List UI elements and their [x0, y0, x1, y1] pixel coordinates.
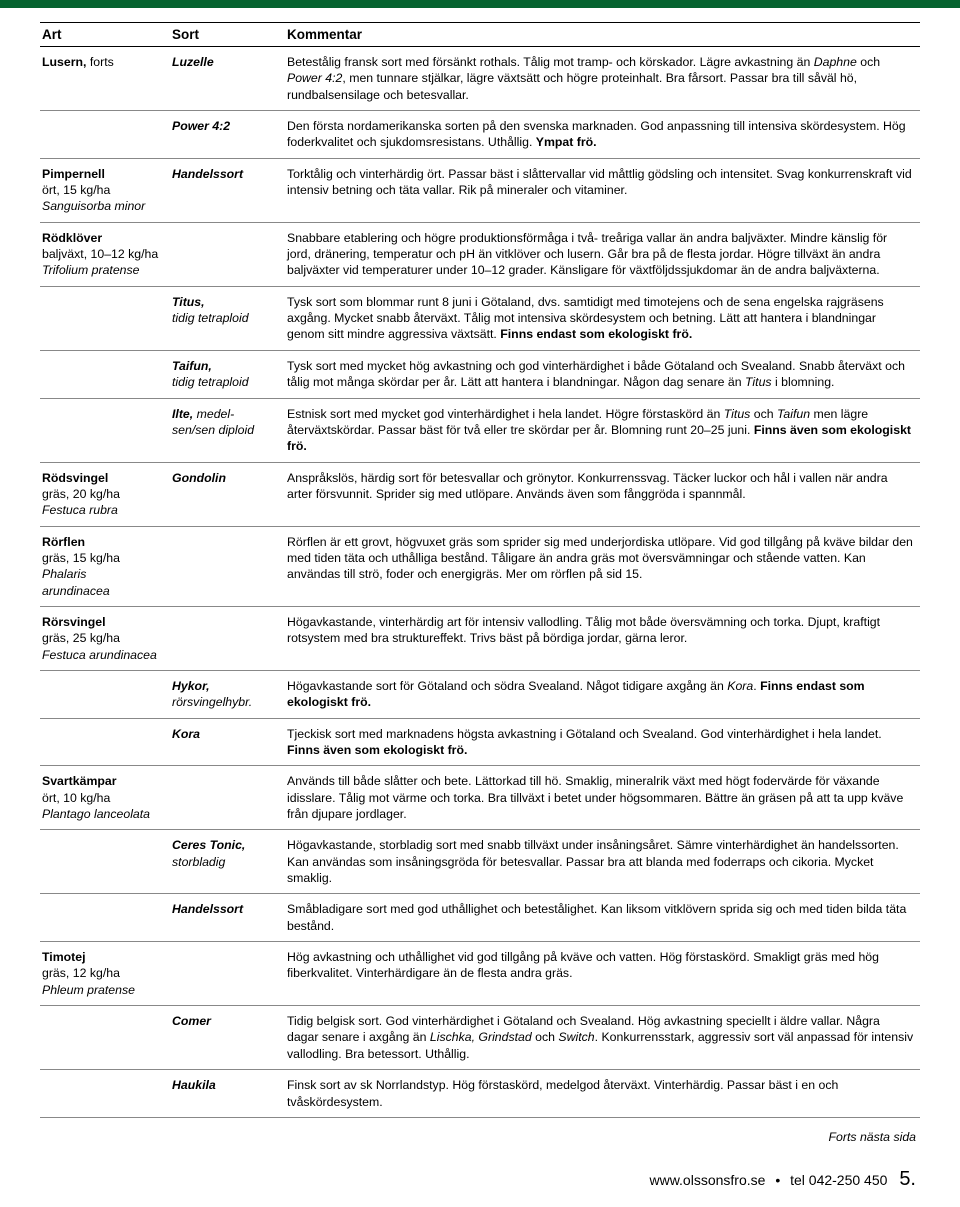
cell-kommentar: Högavkastande, storbladig sort med snabb… — [285, 830, 920, 894]
cell-kommentar: Betestålig fransk sort med försänkt roth… — [285, 47, 920, 111]
table-body: Lusern, fortsLuzelleBetestålig fransk so… — [40, 47, 920, 1118]
cell-kommentar: Tysk sort med mycket hög avkastning och … — [285, 350, 920, 398]
table-row: Ilte, medel-sen/sen diploidEstnisk sort … — [40, 398, 920, 462]
cell-kommentar: Småbladigare sort med god uthållighet oc… — [285, 894, 920, 942]
cell-sort: Handelssort — [170, 158, 285, 222]
cell-art — [40, 286, 170, 350]
col-art: Art — [40, 23, 170, 47]
cell-art — [40, 1006, 170, 1070]
cell-kommentar: Den första nordamerikanska sorten på den… — [285, 111, 920, 159]
cell-art: Svartkämparört, 10 kg/haPlantago lanceol… — [40, 766, 170, 830]
cell-sort: Ceres Tonic,storbladig — [170, 830, 285, 894]
table-row: Rödsvingelgräs, 20 kg/haFestuca rubraGon… — [40, 462, 920, 526]
cell-kommentar: Torktålig och vinterhärdig ört. Passar b… — [285, 158, 920, 222]
cell-kommentar: Tjeckisk sort med marknadens högsta avka… — [285, 718, 920, 766]
cell-art — [40, 398, 170, 462]
cell-art — [40, 111, 170, 159]
table-row: Rörsvingelgräs, 25 kg/haFestuca arundina… — [40, 606, 920, 670]
cell-art — [40, 350, 170, 398]
footer-separator: • — [769, 1172, 786, 1188]
table-row: Lusern, fortsLuzelleBetestålig fransk so… — [40, 47, 920, 111]
table-row: Taifun,tidig tetraploidTysk sort med myc… — [40, 350, 920, 398]
cell-sort: Gondolin — [170, 462, 285, 526]
cell-sort: Luzelle — [170, 47, 285, 111]
cell-art: Rödklöverbaljväxt, 10–12 kg/haTrifolium … — [40, 222, 170, 286]
table-row: Svartkämparört, 10 kg/haPlantago lanceol… — [40, 766, 920, 830]
cell-art: Lusern, forts — [40, 47, 170, 111]
page-number: 5. — [891, 1168, 916, 1190]
cell-kommentar: Finsk sort av sk Norrlandstyp. Hög först… — [285, 1070, 920, 1118]
footer-tel: tel 042-250 450 — [790, 1172, 887, 1188]
cell-kommentar: Anspråkslös, härdig sort för betesvallar… — [285, 462, 920, 526]
cell-art — [40, 718, 170, 766]
cell-art: Rörflengräs, 15 kg/haPhalarisarundinacea — [40, 526, 170, 606]
cell-sort: Comer — [170, 1006, 285, 1070]
table-row: Rödklöverbaljväxt, 10–12 kg/haTrifolium … — [40, 222, 920, 286]
table-row: Rörflengräs, 15 kg/haPhalarisarundinacea… — [40, 526, 920, 606]
cell-sort: Taifun,tidig tetraploid — [170, 350, 285, 398]
cell-sort — [170, 526, 285, 606]
cell-kommentar: Tysk sort som blommar runt 8 juni i Göta… — [285, 286, 920, 350]
cell-art: Rödsvingelgräs, 20 kg/haFestuca rubra — [40, 462, 170, 526]
table-row: ComerTidig belgisk sort. God vinterhärdi… — [40, 1006, 920, 1070]
cell-sort — [170, 766, 285, 830]
footer-url: www.olssonsfro.se — [649, 1172, 765, 1188]
cell-kommentar: Estnisk sort med mycket god vinterhärdig… — [285, 398, 920, 462]
page-footer: www.olssonsfro.se • tel 042-250 450 5. — [40, 1168, 916, 1191]
cell-kommentar: Högavkastande, vinterhärdig art för inte… — [285, 606, 920, 670]
cell-sort: Kora — [170, 718, 285, 766]
page-content: Art Sort Kommentar Lusern, fortsLuzelleB… — [40, 8, 920, 1207]
cell-art: Rörsvingelgräs, 25 kg/haFestuca arundina… — [40, 606, 170, 670]
cell-art — [40, 830, 170, 894]
top-bar — [0, 0, 960, 8]
cell-art — [40, 1070, 170, 1118]
cell-kommentar: Snabbare etablering och högre produktion… — [285, 222, 920, 286]
cell-sort: Hykor,rörsvingelhybr. — [170, 670, 285, 718]
table-row: Ceres Tonic,storbladigHögavkastande, sto… — [40, 830, 920, 894]
table-row: Timotejgräs, 12 kg/haPhleum pratense Hög … — [40, 942, 920, 1006]
col-komm: Kommentar — [285, 23, 920, 47]
table-row: HandelssortSmåbladigare sort med god uth… — [40, 894, 920, 942]
table-row: Power 4:2Den första nordamerikanska sort… — [40, 111, 920, 159]
cell-sort: Titus,tidig tetraploid — [170, 286, 285, 350]
cell-sort: Haukila — [170, 1070, 285, 1118]
cell-sort — [170, 222, 285, 286]
table-row: KoraTjeckisk sort med marknadens högsta … — [40, 718, 920, 766]
table-row: Titus,tidig tetraploidTysk sort som blom… — [40, 286, 920, 350]
cell-kommentar: Används till både slåtter och bete. Lätt… — [285, 766, 920, 830]
table-row: Hykor,rörsvingelhybr.Högavkastande sort … — [40, 670, 920, 718]
cell-sort: Power 4:2 — [170, 111, 285, 159]
cell-kommentar: Högavkastande sort för Götaland och södr… — [285, 670, 920, 718]
col-sort: Sort — [170, 23, 285, 47]
table-row: Pimpernellört, 15 kg/haSanguisorba minor… — [40, 158, 920, 222]
cell-sort: Handelssort — [170, 894, 285, 942]
cell-kommentar: Tidig belgisk sort. God vinterhärdighet … — [285, 1006, 920, 1070]
cell-art — [40, 670, 170, 718]
cell-art: Timotejgräs, 12 kg/haPhleum pratense — [40, 942, 170, 1006]
cell-art: Pimpernellört, 15 kg/haSanguisorba minor — [40, 158, 170, 222]
species-table: Art Sort Kommentar Lusern, fortsLuzelleB… — [40, 22, 920, 1118]
continued-note: Forts nästa sida — [40, 1130, 916, 1144]
cell-kommentar: Rörflen är ett grovt, högvuxet gräs som … — [285, 526, 920, 606]
cell-sort — [170, 942, 285, 1006]
cell-kommentar: Hög avkastning och uthållighet vid god t… — [285, 942, 920, 1006]
table-row: HaukilaFinsk sort av sk Norrlandstyp. Hö… — [40, 1070, 920, 1118]
cell-sort — [170, 606, 285, 670]
table-header-row: Art Sort Kommentar — [40, 23, 920, 47]
cell-sort: Ilte, medel-sen/sen diploid — [170, 398, 285, 462]
cell-art — [40, 894, 170, 942]
